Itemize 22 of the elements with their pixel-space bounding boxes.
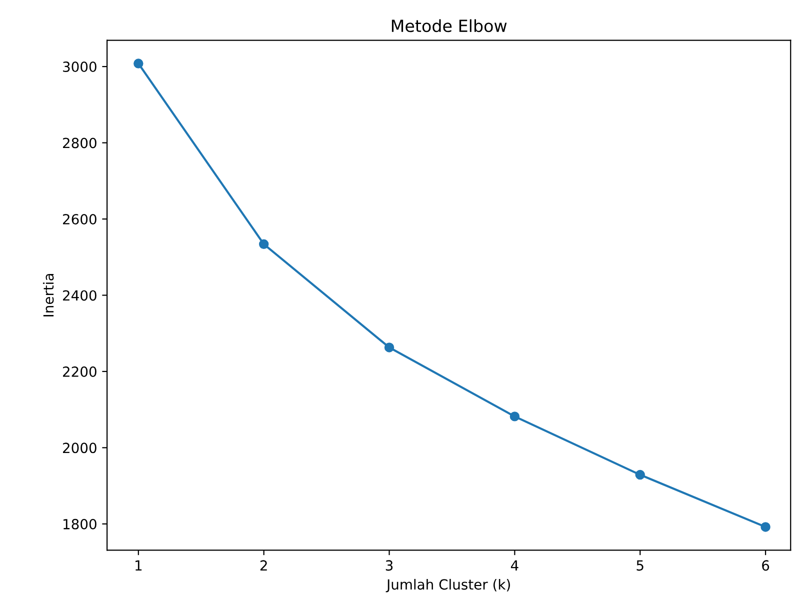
point (635, 470, 645, 480)
y-tick-label: 1800 (64, 518, 96, 530)
point (384, 342, 394, 352)
point (760, 522, 770, 532)
chart-title: Metode Elbow (392, 19, 507, 32)
x-tick-label: 5 (636, 560, 644, 571)
y-tick-label: 2200 (63, 366, 96, 377)
y-tick-label: 3000 (63, 62, 96, 72)
x-axis-title: Jumlah Cluster (k) (386, 578, 510, 592)
x-tick-label: 3 (386, 560, 393, 571)
x-tick-label: 4 (510, 560, 518, 570)
y-tick-label: 2800 (63, 138, 96, 148)
point (258, 239, 269, 250)
point (510, 412, 520, 422)
y-tick-label: 2400 (63, 290, 96, 301)
x-tick-label: 1 (136, 560, 142, 570)
y-tick-label: 2000 (63, 442, 96, 454)
point (134, 58, 144, 68)
x-tick-label: 2 (260, 560, 267, 570)
y-tick-label: 2600 (63, 214, 96, 224)
x-tick-label: 6 (762, 560, 770, 571)
y-axis-title: Inertia (42, 274, 54, 316)
